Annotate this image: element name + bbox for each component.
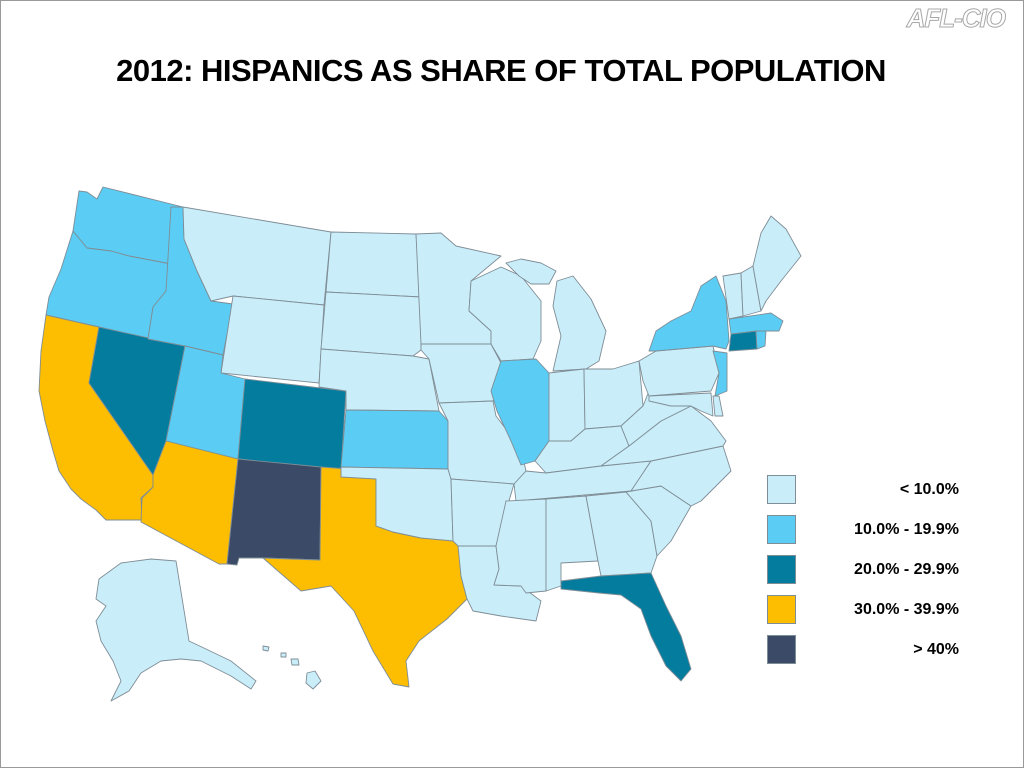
state-ks bbox=[340, 409, 449, 470]
legend-swatch bbox=[767, 555, 796, 584]
state-co bbox=[237, 378, 347, 472]
state-ri bbox=[755, 330, 767, 350]
legend-label: > 40% bbox=[913, 641, 959, 658]
state-sd bbox=[320, 291, 422, 357]
state-me bbox=[752, 215, 802, 312]
legend-item: 20.0% - 29.9% bbox=[767, 555, 967, 584]
afl-cio-logo: AFL-CIO bbox=[906, 3, 1006, 34]
legend-label: 30.0% - 39.9% bbox=[854, 601, 959, 618]
state-hi bbox=[262, 645, 322, 690]
state-ak bbox=[95, 558, 257, 702]
legend-label: 20.0% - 29.9% bbox=[854, 561, 959, 578]
state-nm bbox=[226, 458, 322, 566]
state-fl bbox=[560, 572, 692, 682]
state-in bbox=[548, 368, 586, 442]
state-de bbox=[712, 395, 724, 417]
legend: < 10.0% 10.0% - 19.9% 20.0% - 29.9% 30.0… bbox=[767, 475, 967, 675]
state-nd bbox=[325, 231, 422, 298]
legend-label: < 10.0% bbox=[899, 481, 959, 498]
legend-item: 30.0% - 39.9% bbox=[767, 595, 967, 624]
state-ma bbox=[728, 312, 784, 335]
legend-swatch bbox=[767, 515, 796, 544]
state-wy bbox=[220, 295, 325, 384]
state-mi bbox=[552, 275, 607, 372]
legend-swatch bbox=[767, 595, 796, 624]
state-ny bbox=[648, 275, 730, 352]
state-nj bbox=[712, 350, 728, 397]
legend-item: 10.0% - 19.9% bbox=[767, 515, 967, 544]
state-pa bbox=[638, 345, 720, 397]
legend-label: 10.0% - 19.9% bbox=[854, 521, 959, 538]
state-il bbox=[490, 358, 550, 466]
legend-swatch bbox=[767, 635, 796, 664]
page-title: 2012: HISPANICS AS SHARE OF TOTAL POPULA… bbox=[116, 53, 886, 88]
legend-swatch bbox=[767, 475, 796, 504]
legend-item: > 40% bbox=[767, 635, 967, 664]
state-md bbox=[648, 392, 714, 417]
legend-item: < 10.0% bbox=[767, 475, 967, 504]
state-mi-upper bbox=[505, 258, 557, 285]
